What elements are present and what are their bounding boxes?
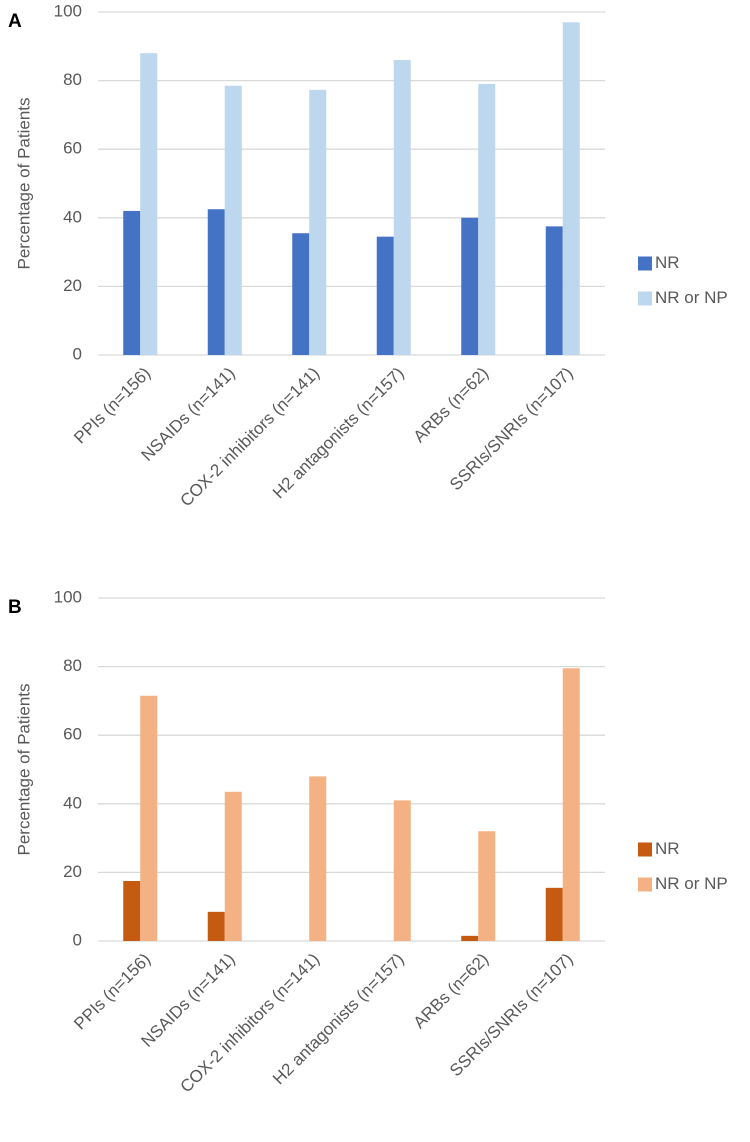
bar: [224, 791, 242, 941]
y-tick-label: 100: [54, 587, 82, 606]
bar: [292, 233, 310, 355]
bar: [309, 776, 327, 941]
panel-label: B: [8, 597, 22, 618]
bar: [140, 53, 158, 355]
legend-label: NR or NP: [655, 874, 728, 893]
bar: [562, 668, 580, 941]
x-tick-label: ARBs (n=62): [410, 950, 493, 1033]
bar: [393, 800, 411, 941]
x-tick-label: PPIs (n=156): [70, 950, 154, 1034]
x-tick-label: COX-2 inhibitors (n=141): [177, 364, 324, 511]
y-tick-label: 40: [63, 793, 82, 812]
y-tick-label: 80: [63, 656, 82, 675]
y-tick-label: 0: [73, 344, 82, 363]
bar: [140, 695, 158, 941]
legend-label: NR or NP: [655, 288, 728, 307]
y-tick-label: 20: [63, 862, 82, 881]
bar: [461, 935, 479, 941]
bar: [376, 236, 394, 355]
bar: [545, 887, 563, 941]
y-tick-label: 100: [54, 1, 82, 20]
x-tick-label: ARBs (n=62): [410, 364, 493, 447]
legend-swatch: [638, 291, 652, 306]
y-tick-label: 0: [73, 930, 82, 949]
legend-label: NR: [655, 253, 680, 272]
bar: [309, 89, 327, 356]
bar: [123, 880, 141, 941]
bar: [123, 210, 141, 355]
y-axis-title: Percentage of Patients: [14, 683, 33, 855]
panel-label: A: [8, 11, 22, 32]
legend-swatch: [638, 842, 652, 857]
bar: [207, 911, 225, 941]
bar: [545, 226, 563, 355]
x-tick-label: PPIs (n=156): [70, 364, 154, 448]
legend-label: NR: [655, 839, 680, 858]
bar: [461, 217, 479, 355]
bar: [478, 84, 496, 355]
bar: [478, 831, 496, 941]
y-axis-title: Percentage of Patients: [14, 97, 33, 269]
legend-swatch: [638, 877, 652, 892]
y-tick-label: 60: [63, 139, 82, 158]
legend-swatch: [638, 256, 652, 271]
bar: [393, 60, 411, 356]
y-tick-label: 20: [63, 276, 82, 295]
bar: [224, 85, 242, 356]
y-tick-label: 80: [63, 70, 82, 89]
bar: [562, 22, 580, 355]
bar: [207, 209, 225, 355]
x-tick-label: COX-2 inhibitors (n=141): [177, 950, 324, 1097]
y-tick-label: 40: [63, 207, 82, 226]
y-tick-label: 60: [63, 725, 82, 744]
